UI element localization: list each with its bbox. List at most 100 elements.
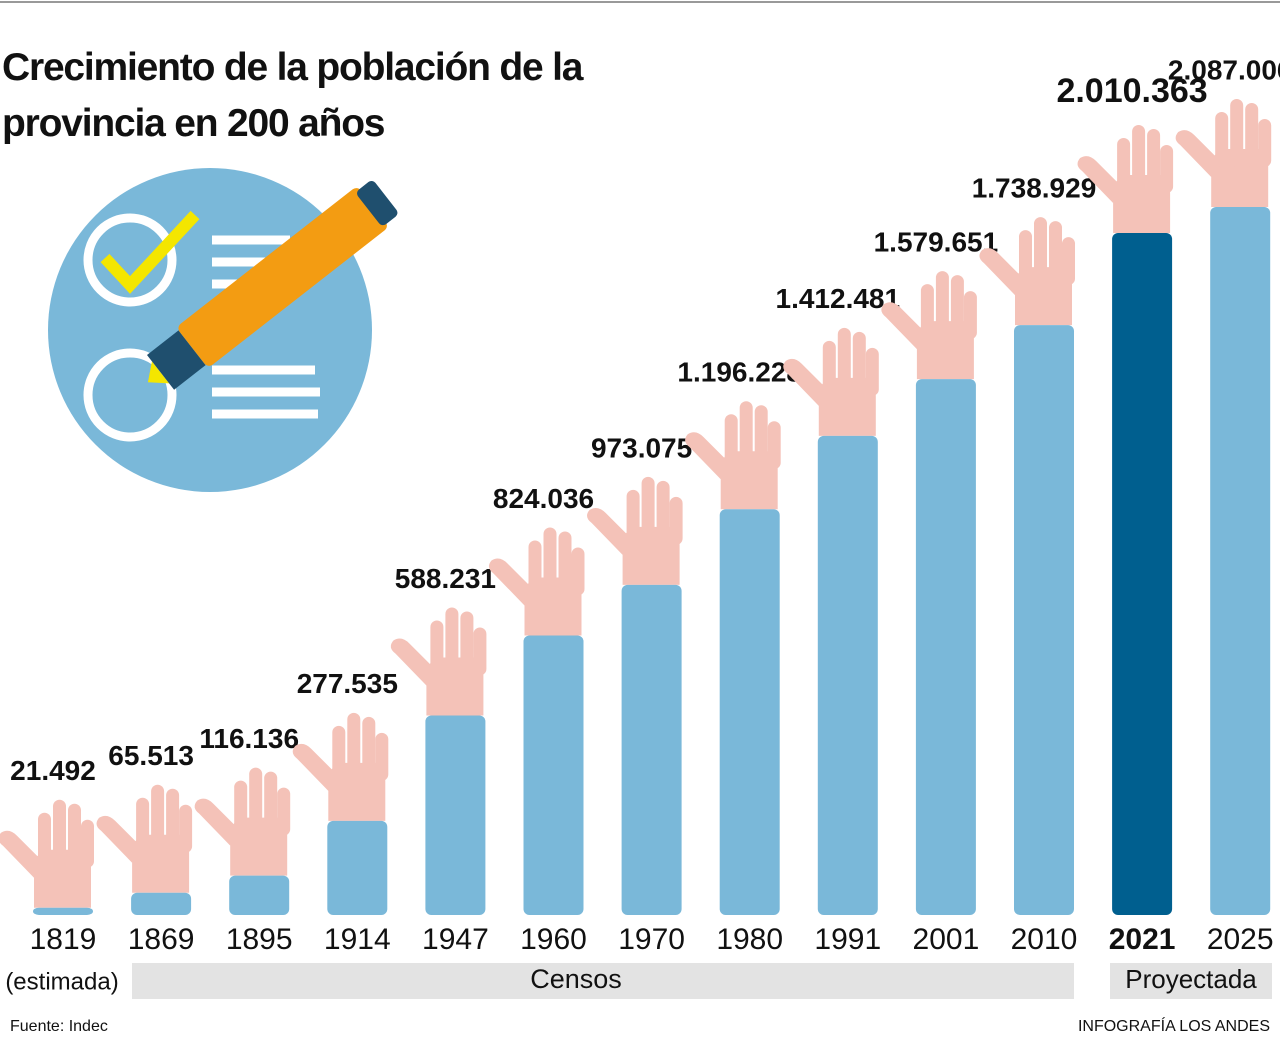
census-label: Censos bbox=[530, 964, 622, 994]
hand-finger bbox=[1230, 99, 1244, 167]
hand-finger bbox=[136, 797, 150, 853]
hand-thumb bbox=[390, 638, 434, 686]
value-label: 973.075 bbox=[591, 432, 692, 463]
x-tick-label: 1991 bbox=[814, 923, 881, 956]
bar bbox=[1112, 233, 1173, 916]
hand bbox=[96, 784, 193, 893]
hand-finger bbox=[234, 780, 248, 836]
source: Fuente: Indec bbox=[10, 1018, 108, 1035]
bar bbox=[425, 715, 486, 915]
hand-finger bbox=[53, 799, 66, 868]
hand-thumb bbox=[881, 302, 924, 350]
hand-thumb bbox=[292, 743, 336, 791]
value-label: 588.231 bbox=[395, 563, 496, 594]
hand-finger bbox=[739, 401, 753, 470]
hand bbox=[1175, 99, 1272, 207]
hand-finger bbox=[81, 819, 94, 868]
hand-finger bbox=[277, 787, 291, 836]
hand-finger bbox=[852, 331, 866, 396]
hand-finger bbox=[935, 271, 949, 340]
hand-thumb bbox=[1175, 130, 1219, 177]
hand bbox=[292, 712, 389, 821]
x-tick-label: 1895 bbox=[226, 923, 293, 956]
value-label: 1.579.651 bbox=[874, 227, 999, 258]
hand bbox=[685, 401, 781, 510]
hand-finger bbox=[656, 480, 670, 545]
bar bbox=[33, 907, 93, 915]
hand bbox=[390, 607, 487, 716]
hand-finger bbox=[724, 414, 738, 470]
hand-finger bbox=[571, 547, 585, 596]
x-tick-label: 1869 bbox=[128, 923, 195, 956]
value-label: 2.010.363 bbox=[1056, 72, 1207, 110]
credit: INFOGRAFÍA LOS ANDES bbox=[1078, 1016, 1270, 1035]
hand-finger bbox=[264, 771, 278, 836]
hand-thumb bbox=[96, 815, 140, 863]
hand-thumb bbox=[587, 507, 630, 555]
hand-thumb bbox=[488, 558, 532, 606]
bar bbox=[621, 584, 682, 915]
hand-finger bbox=[837, 327, 851, 396]
hand-finger bbox=[1117, 138, 1131, 194]
hand-thumb bbox=[783, 358, 826, 406]
hand-finger bbox=[473, 627, 487, 676]
x-tick-label: 1819 bbox=[30, 923, 97, 956]
value-label: 1.196.228 bbox=[677, 357, 802, 388]
hand-finger bbox=[1034, 217, 1047, 286]
hand-finger bbox=[430, 620, 444, 676]
hand-finger bbox=[68, 803, 81, 868]
hand bbox=[488, 527, 585, 636]
value-label: 65.513 bbox=[108, 740, 194, 771]
bar bbox=[817, 435, 878, 915]
hand bbox=[0, 799, 94, 908]
x-tick-label: 2010 bbox=[1011, 923, 1078, 956]
hand-finger bbox=[332, 725, 346, 781]
hand bbox=[587, 476, 683, 585]
hand-finger bbox=[1160, 145, 1174, 194]
hand bbox=[783, 327, 879, 436]
hand-finger bbox=[38, 812, 51, 868]
bar bbox=[719, 509, 780, 915]
hand-finger bbox=[558, 531, 572, 596]
hand-finger bbox=[249, 767, 263, 836]
x-tick-label: 1980 bbox=[716, 923, 783, 956]
hand-finger bbox=[1049, 221, 1062, 286]
hand-finger bbox=[865, 347, 879, 396]
hand-finger bbox=[151, 784, 165, 853]
hand-thumb bbox=[194, 798, 238, 846]
x-tick-label: 1947 bbox=[422, 923, 489, 956]
hand bbox=[881, 271, 977, 380]
hand-finger bbox=[920, 284, 934, 340]
hand-finger bbox=[963, 291, 977, 340]
hand-finger bbox=[166, 788, 180, 853]
hand-finger bbox=[822, 340, 836, 396]
hand-finger bbox=[1147, 129, 1161, 194]
value-label: 1.738.929 bbox=[972, 172, 1097, 203]
hand-finger bbox=[669, 496, 683, 545]
hand-finger bbox=[767, 421, 781, 470]
hand bbox=[1077, 125, 1174, 234]
hand-thumb bbox=[0, 830, 41, 878]
estimate-note: (estimada) bbox=[5, 968, 118, 995]
projection-label: Proyectada bbox=[1125, 964, 1257, 994]
hand-finger bbox=[950, 275, 964, 340]
hand-thumb bbox=[685, 432, 728, 480]
bar bbox=[915, 379, 976, 915]
hand bbox=[194, 767, 291, 876]
bar bbox=[523, 635, 584, 915]
hand-thumb bbox=[1077, 156, 1121, 204]
bar bbox=[327, 820, 388, 915]
bar bbox=[1014, 325, 1074, 915]
bar bbox=[229, 875, 290, 915]
hand-finger bbox=[1215, 112, 1229, 167]
value-label: 2.087.006 bbox=[1168, 54, 1280, 85]
hand-finger bbox=[626, 489, 640, 545]
x-tick-label: 2021 bbox=[1109, 923, 1176, 956]
hand-finger bbox=[375, 732, 389, 781]
hand-finger bbox=[1258, 119, 1272, 167]
census-band bbox=[132, 963, 1074, 999]
projection-band bbox=[1110, 963, 1272, 999]
hand-finger bbox=[460, 611, 474, 676]
x-tick-label: 2025 bbox=[1207, 923, 1274, 956]
